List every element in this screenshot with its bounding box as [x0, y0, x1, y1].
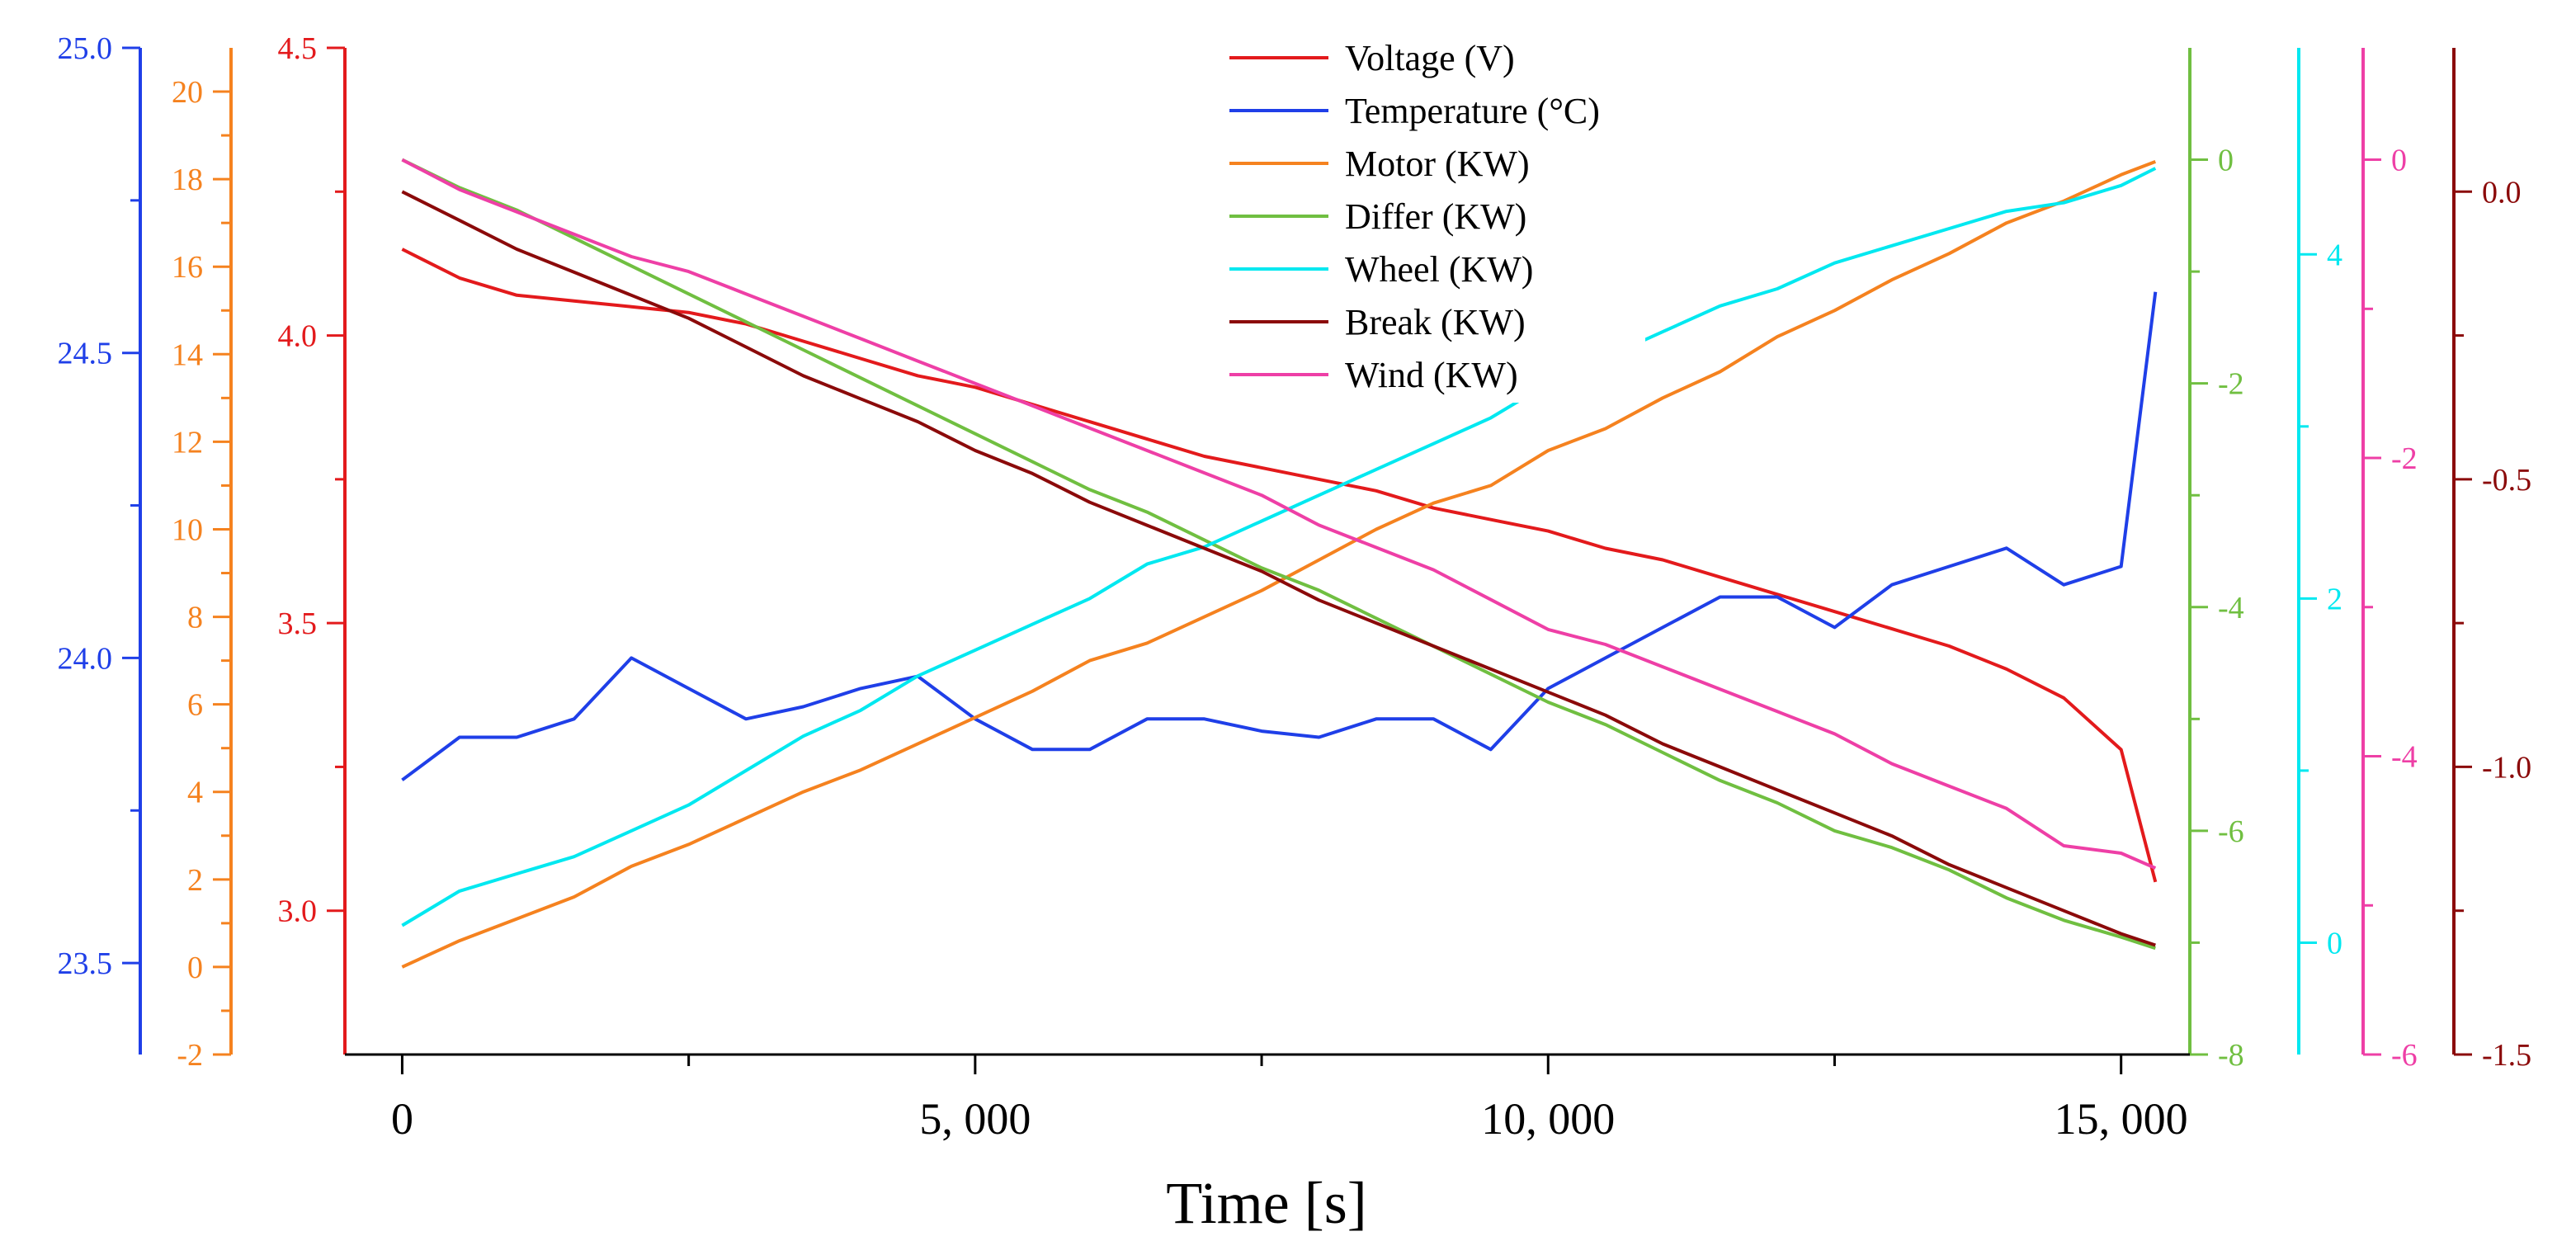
y-tick-label-break: -0.5	[2482, 463, 2531, 498]
legend-label-4: Wheel (KW)	[1345, 249, 1533, 290]
y-tick-label-motor: 8	[187, 601, 203, 635]
series-line-3	[401, 158, 2156, 951]
x-tick-label: 0	[391, 1094, 413, 1144]
y-tick-label-volt: 4.5	[278, 31, 318, 66]
legend-label-0: Voltage (V)	[1345, 38, 1515, 78]
y-tick-label-wind: -6	[2391, 1038, 2418, 1073]
y-tick-label-motor: 6	[187, 688, 203, 723]
y-tick-label-wheel: 0	[2327, 926, 2342, 960]
legend-label-6: Wind (KW)	[1345, 355, 1518, 395]
legend-background	[1216, 25, 1645, 403]
series-line-5	[401, 190, 2156, 947]
y-tick-label-volt: 3.0	[278, 894, 318, 929]
x-tick-label: 10, 000	[1481, 1094, 1615, 1144]
y-tick-label-break: 0.0	[2482, 175, 2522, 210]
y-tick-label-temp: 25.0	[58, 31, 113, 66]
y-axis-wind: -6 -4 -2 0	[2361, 48, 2418, 1073]
y-tick-label-differ: -8	[2218, 1038, 2244, 1073]
legend-label-2: Motor (KW)	[1345, 144, 1530, 184]
series-line-6	[401, 158, 2157, 870]
x-tick-label: 5, 000	[919, 1094, 1031, 1144]
y-tick-label-differ: 0	[2218, 144, 2234, 178]
series-line-1	[401, 291, 2158, 781]
y-tick-label-volt: 4.0	[278, 319, 318, 354]
y-axis-break: -1.5 -1.0 -0.5 0.0	[2452, 48, 2531, 1073]
series-line-0	[401, 248, 2158, 883]
y-tick-label-motor: 20	[172, 75, 203, 110]
y-tick-label-motor: 18	[172, 163, 203, 197]
axes-layer: 23.524.024.525.0-2024681012141618203.03.…	[58, 31, 2532, 1144]
series-layer	[401, 158, 2158, 969]
y-tick-label-motor: -2	[177, 1038, 203, 1073]
y-tick-label-motor: 12	[172, 425, 203, 460]
y-axis-volt: 3.0 3.5 4.0 4.5	[278, 31, 347, 1055]
y-tick-label-motor: 14	[172, 337, 203, 372]
y-axis-temp: 23.5 24.0 24.5 25.0	[58, 31, 142, 1055]
y-tick-label-differ: -6	[2218, 814, 2244, 849]
y-axis-differ: -8 -6 -4 -2 0	[2188, 48, 2244, 1073]
legend-label-3: Differ (KW)	[1345, 196, 1526, 237]
legend-label-1: Temperature (°C)	[1345, 91, 1600, 131]
x-axis-label: Time [s]	[1166, 1170, 1366, 1236]
y-tick-label-temp: 24.5	[58, 337, 113, 371]
series-line-4	[401, 167, 2157, 927]
y-tick-label-differ: -4	[2218, 591, 2244, 625]
y-tick-label-volt: 3.5	[278, 606, 318, 641]
y-tick-label-break: -1.5	[2482, 1038, 2531, 1073]
legend-label-5: Break (KW)	[1345, 302, 1526, 342]
y-axis-wheel: 0 2 4	[2297, 48, 2342, 1055]
y-tick-label-temp: 23.5	[58, 946, 113, 981]
y-tick-label-motor: 4	[187, 776, 203, 810]
y-tick-label-wheel: 2	[2327, 582, 2342, 616]
y-tick-label-motor: 2	[187, 863, 203, 898]
y-axis-motor: -2 0 2 4 6 8 10 12 14 16 18 20	[172, 48, 233, 1073]
y-tick-label-wheel: 4	[2327, 238, 2342, 272]
y-tick-label-wind: -4	[2391, 740, 2418, 775]
series-line-2	[401, 160, 2157, 969]
legend: Voltage (V) Temperature (°C) Motor (KW) Dif…	[1216, 25, 1645, 403]
y-tick-label-motor: 0	[187, 951, 203, 985]
y-tick-label-differ: -2	[2218, 367, 2244, 402]
y-tick-label-temp: 24.0	[58, 641, 113, 676]
y-tick-label-wind: 0	[2391, 144, 2407, 178]
x-axis: 0 5, 000 10, 000 15, 000	[345, 1053, 2190, 1144]
y-tick-label-motor: 16	[172, 250, 203, 285]
y-tick-label-break: -1.0	[2482, 750, 2531, 785]
x-tick-label: 15, 000	[2055, 1094, 2188, 1144]
y-tick-label-wind: -2	[2391, 441, 2418, 476]
y-tick-label-motor: 10	[172, 512, 203, 547]
